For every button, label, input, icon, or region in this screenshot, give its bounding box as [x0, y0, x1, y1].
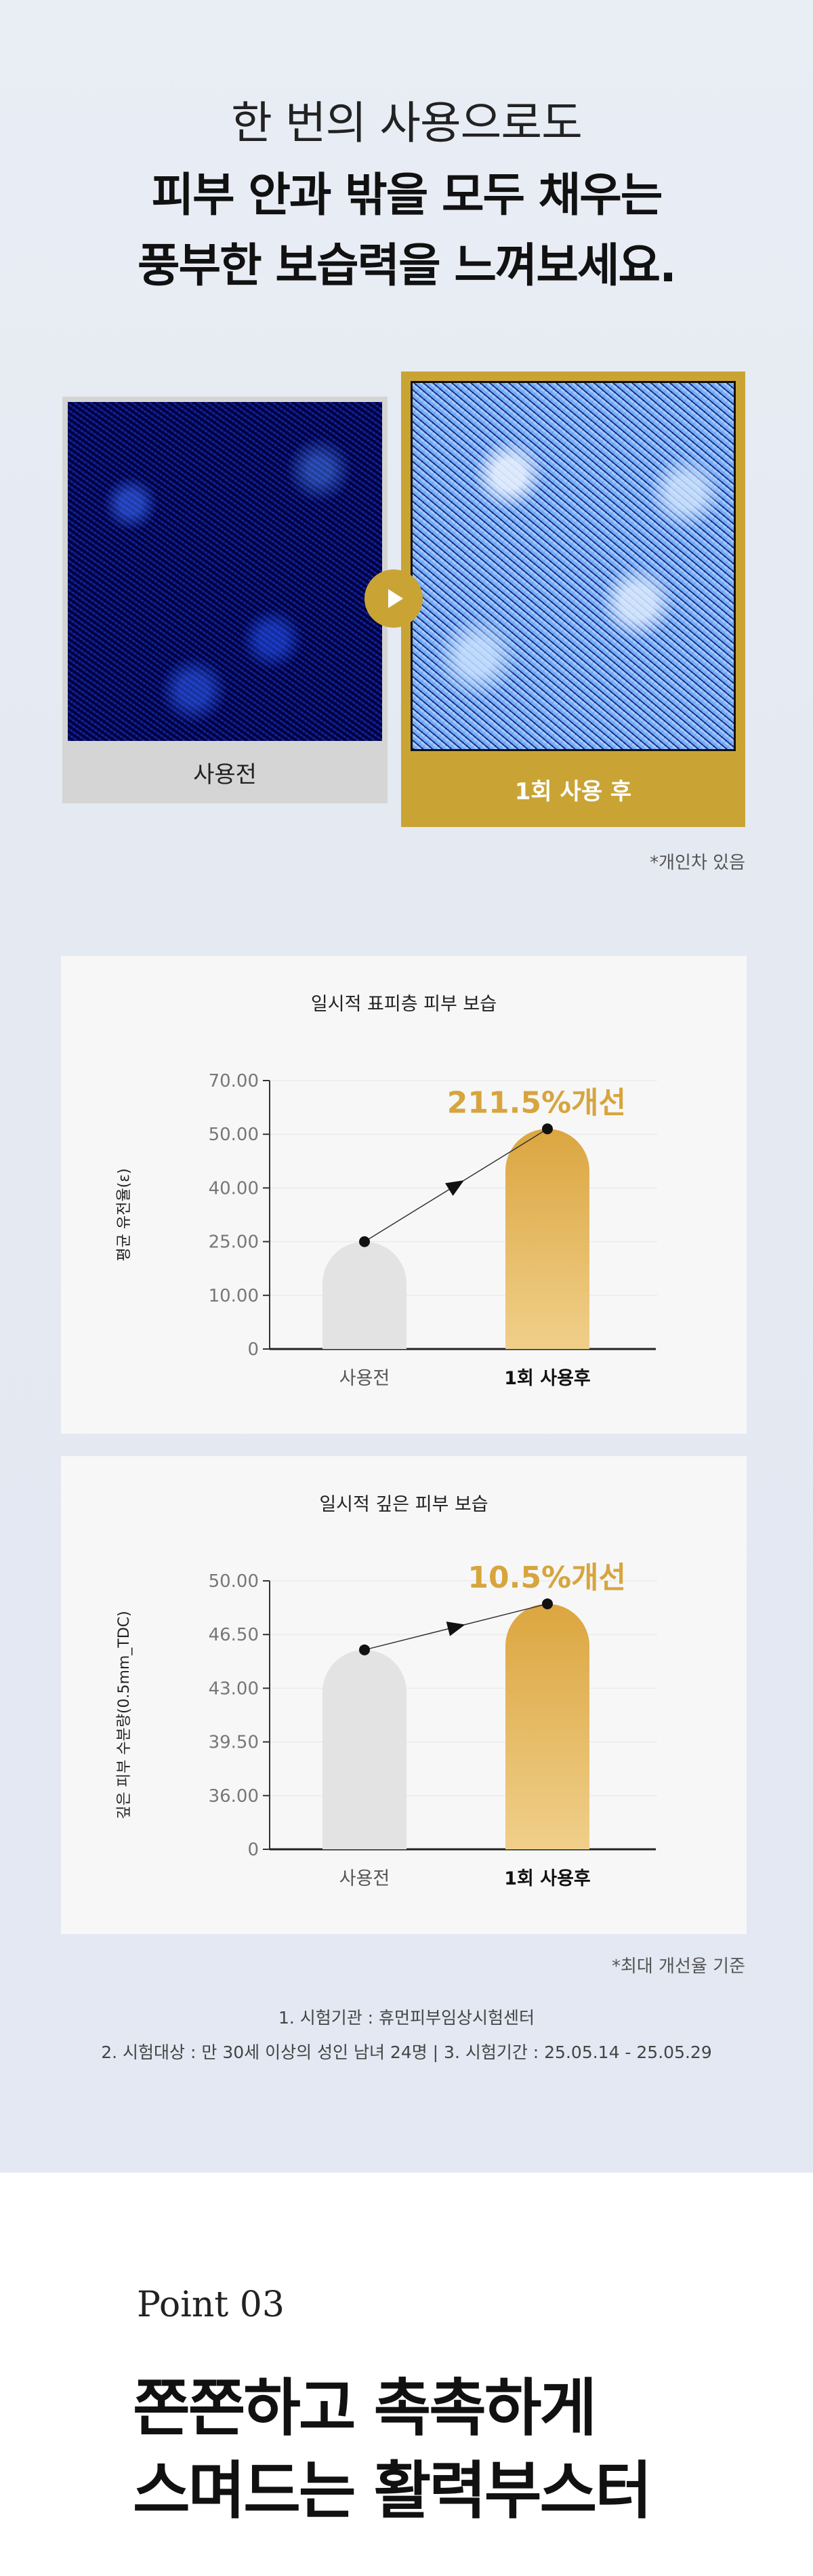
y-axis-label: 깊은 피부 수분량(0.5mm_TDC) — [116, 1611, 133, 1819]
y-tick-label: 0 — [247, 1340, 259, 1360]
max-improvement-note: *최대 개선율 기준 — [612, 1956, 745, 1977]
bar — [505, 1603, 589, 1849]
y-tick-label: 50.00 — [209, 1125, 259, 1145]
point-title-line-1: 쫀쫀하고 촉촉하게 — [133, 2372, 597, 2444]
headline-line-3: 풍부한 보습력을 느껴보세요. — [138, 239, 677, 293]
trend-arrow-icon — [446, 1622, 465, 1636]
data-point — [542, 1598, 553, 1609]
point-label: Point 03 — [137, 2285, 285, 2325]
data-point — [359, 1644, 370, 1655]
x-category-label: 사용전 — [339, 1368, 390, 1389]
y-tick-label: 46.50 — [209, 1625, 259, 1645]
play-arrow-icon — [364, 569, 423, 628]
individual-difference-note: *개인차 있음 — [650, 853, 745, 873]
bar — [322, 1241, 406, 1349]
moisture-section: 한 번의 사용으로도 피부 안과 밖을 모두 채우는 풍부한 보습력을 느껴보세… — [0, 0, 813, 2173]
bar — [505, 1129, 589, 1349]
y-tick-label: 25.00 — [209, 1232, 259, 1253]
y-tick-label: 40.00 — [209, 1178, 259, 1199]
test-subjects-period-note: 2. 시험대상 : 만 30세 이상의 성인 남녀 24명 | 3. 시험기간 … — [101, 2042, 712, 2062]
after-skin-image — [411, 381, 736, 751]
data-point — [359, 1236, 370, 1247]
y-tick-label: 39.50 — [209, 1733, 259, 1753]
point-title-line-2: 스며드는 활력부스터 — [133, 2455, 652, 2527]
y-axis-label: 평균 유전율(ε) — [116, 1168, 133, 1261]
chart-title: 일시적 깊은 피부 보습 — [319, 1494, 488, 1515]
improvement-label: 10.5%개선 — [467, 1561, 626, 1595]
bar — [322, 1649, 406, 1849]
y-tick-label: 50.00 — [209, 1571, 259, 1592]
trend-arrow-icon — [445, 1180, 464, 1196]
y-tick-label: 70.00 — [209, 1071, 259, 1091]
improvement-label: 211.5%개선 — [447, 1085, 626, 1120]
before-skin-image — [68, 402, 382, 741]
y-tick-label: 0 — [247, 1840, 259, 1860]
y-tick-label: 36.00 — [209, 1786, 259, 1807]
data-point — [542, 1123, 553, 1135]
before-image-panel: 사용전 — [62, 397, 388, 803]
headline-line-2: 피부 안과 밖을 모두 채우는 — [151, 169, 663, 222]
y-tick-label: 10.00 — [209, 1286, 259, 1306]
test-institution-note: 1. 시험기관 : 휴먼피부임상시험센터 — [278, 2008, 535, 2028]
after-label: 1회 사용 후 — [514, 778, 632, 805]
chart-title: 일시적 표피층 피부 보습 — [311, 994, 497, 1015]
headline-line-1: 한 번의 사용으로도 — [231, 97, 583, 149]
x-category-label: 1회 사용후 — [504, 1868, 591, 1889]
y-tick-label: 43.00 — [209, 1678, 259, 1699]
x-category-label: 사용전 — [339, 1868, 390, 1889]
after-image-panel: 1회 사용 후 — [401, 371, 745, 827]
x-category-label: 1회 사용후 — [504, 1368, 591, 1389]
before-label: 사용전 — [62, 741, 388, 803]
